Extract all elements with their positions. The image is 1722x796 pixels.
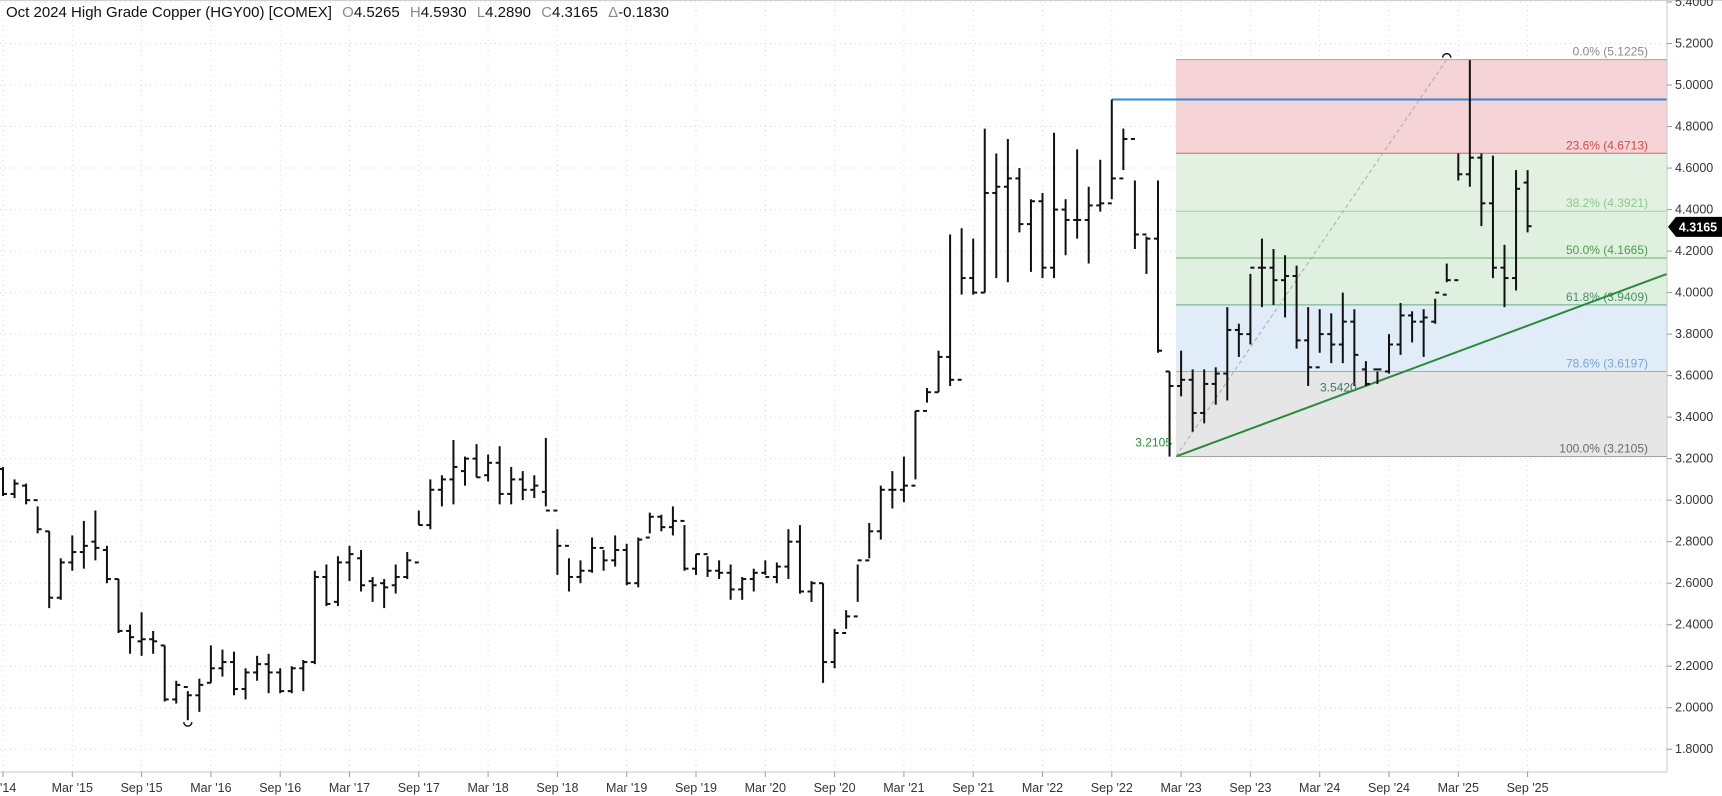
- open-key: O: [342, 4, 354, 21]
- low-2022-label: 3.2105: [1135, 435, 1172, 449]
- x-tick-label: Sep '21: [952, 781, 994, 795]
- x-tick-label: Mar '15: [52, 781, 93, 795]
- chart-annotations: [183, 52, 1452, 727]
- y-tick-label: 1.8000: [1675, 742, 1713, 756]
- y-tick-label: 2.4000: [1675, 618, 1713, 632]
- x-tick-label: Sep '23: [1229, 781, 1271, 795]
- header-legend: Oct 2024 High Grade Copper (HGY00) [COME…: [6, 4, 669, 21]
- fib-zone: [1176, 304, 1667, 372]
- fib-zone: [1176, 371, 1667, 457]
- y-tick-label: 2.2000: [1675, 659, 1713, 673]
- fib-zone: [1176, 258, 1667, 305]
- fibonacci-levels: 0.0% (5.1225) 23.6% (4.6713) 38.2% (4.3921…: [1176, 45, 1667, 457]
- x-tick-label: Sep '17: [398, 781, 440, 795]
- y-tick-label: 3.0000: [1675, 493, 1713, 507]
- change-value: -0.1830: [618, 4, 669, 21]
- x-tick-label: Mar '25: [1438, 781, 1479, 795]
- x-tick-label: Sep '18: [536, 781, 578, 795]
- low-marker: [183, 722, 193, 727]
- y-tick-label: 4.8000: [1675, 120, 1713, 134]
- x-tick-label: Sep '25: [1507, 781, 1549, 795]
- x-tick-label: Sep '24: [1368, 781, 1410, 795]
- fib-zone: [1176, 59, 1667, 154]
- x-tick-label: Sep '16: [259, 781, 301, 795]
- last-price-tag-label: 4.3165: [1679, 220, 1717, 234]
- y-tick-label: 5.4000: [1675, 0, 1713, 9]
- svg-text:Oct 2024 High Grade Copper (HG: Oct 2024 High Grade Copper (HGY00) [COME…: [6, 4, 669, 21]
- y-tick-label: 2.0000: [1675, 701, 1713, 715]
- y-tick-label: 4.6000: [1675, 161, 1713, 175]
- fib-level-label: 0.0% (5.1225): [1573, 45, 1648, 59]
- last-price-tag: 4.3165: [1668, 216, 1722, 237]
- x-tick-label: Mar '16: [190, 781, 231, 795]
- y-tick-label: 3.2000: [1675, 452, 1713, 466]
- low-key: L: [477, 4, 485, 21]
- x-tick-label: Sep '19: [675, 781, 717, 795]
- y-tick-label: 2.8000: [1675, 535, 1713, 549]
- high-marker: [1442, 52, 1452, 58]
- x-tick-label: Mar '20: [745, 781, 786, 795]
- y-tick-label: 5.0000: [1675, 78, 1713, 92]
- fib-level-label: 78.6% (3.6197): [1566, 357, 1648, 371]
- x-tick-label: Mar '24: [1299, 781, 1340, 795]
- low-2023-label: 3.5420: [1320, 381, 1357, 395]
- x-tick-label: Mar '18: [467, 781, 508, 795]
- fib-level-label: 23.6% (4.6713): [1566, 138, 1648, 152]
- fib-level-label: 38.2% (4.3921): [1566, 196, 1648, 210]
- high-key: H: [410, 4, 421, 21]
- y-tick-label: 3.4000: [1675, 410, 1713, 424]
- x-tick-label: Mar '22: [1022, 781, 1063, 795]
- change-key: Δ: [608, 4, 618, 21]
- y-tick-label: 4.0000: [1675, 286, 1713, 300]
- x-tick-label: Mar '21: [883, 781, 924, 795]
- chart-overlays: [1111, 59, 1668, 458]
- high-value: 4.5930: [421, 4, 467, 21]
- x-tick-label: Mar '23: [1160, 781, 1201, 795]
- close-value: 4.3165: [552, 4, 598, 21]
- y-tick-label: 2.6000: [1675, 576, 1713, 590]
- x-axis: '14 Mar '15 Sep '15 Mar '16 Sep '16 Mar '17 Se…: [0, 772, 1549, 795]
- x-tick-label: Sep '22: [1091, 781, 1133, 795]
- fib-level-label: 50.0% (4.1665): [1566, 243, 1648, 257]
- fibonacci-zones: [1176, 59, 1667, 457]
- fib-level-label: 100.0% (3.2105): [1559, 441, 1648, 455]
- y-tick-label: 3.8000: [1675, 327, 1713, 341]
- y-axis: 1.8000 2.0000 2.2000 2.4000 2.6000 2.8000 3.00…: [1667, 0, 1713, 756]
- close-key: C: [541, 4, 552, 21]
- fib-zone: [1176, 211, 1667, 259]
- last-price-tag-background: [1668, 216, 1722, 237]
- x-tick-label: '14: [0, 781, 16, 795]
- fib-connector-line: [1175, 59, 1448, 457]
- y-tick-label: 3.6000: [1675, 369, 1713, 383]
- low-value: 4.2890: [485, 4, 531, 21]
- x-tick-label: Mar '19: [606, 781, 647, 795]
- open-value: 4.5265: [354, 4, 400, 21]
- support-trendline: [1175, 272, 1668, 458]
- instrument-title: Oct 2024 High Grade Copper (HGY00) [COME…: [6, 4, 332, 21]
- x-tick-label: Sep '15: [121, 781, 163, 795]
- fib-zone: [1176, 153, 1667, 212]
- y-tick-label: 4.2000: [1675, 244, 1713, 258]
- ohlc-bars: [0, 60, 1532, 721]
- y-tick-label: 5.2000: [1675, 37, 1713, 51]
- x-tick-label: Sep '20: [814, 781, 856, 795]
- y-tick-label: 4.4000: [1675, 203, 1713, 217]
- x-tick-label: Mar '17: [329, 781, 370, 795]
